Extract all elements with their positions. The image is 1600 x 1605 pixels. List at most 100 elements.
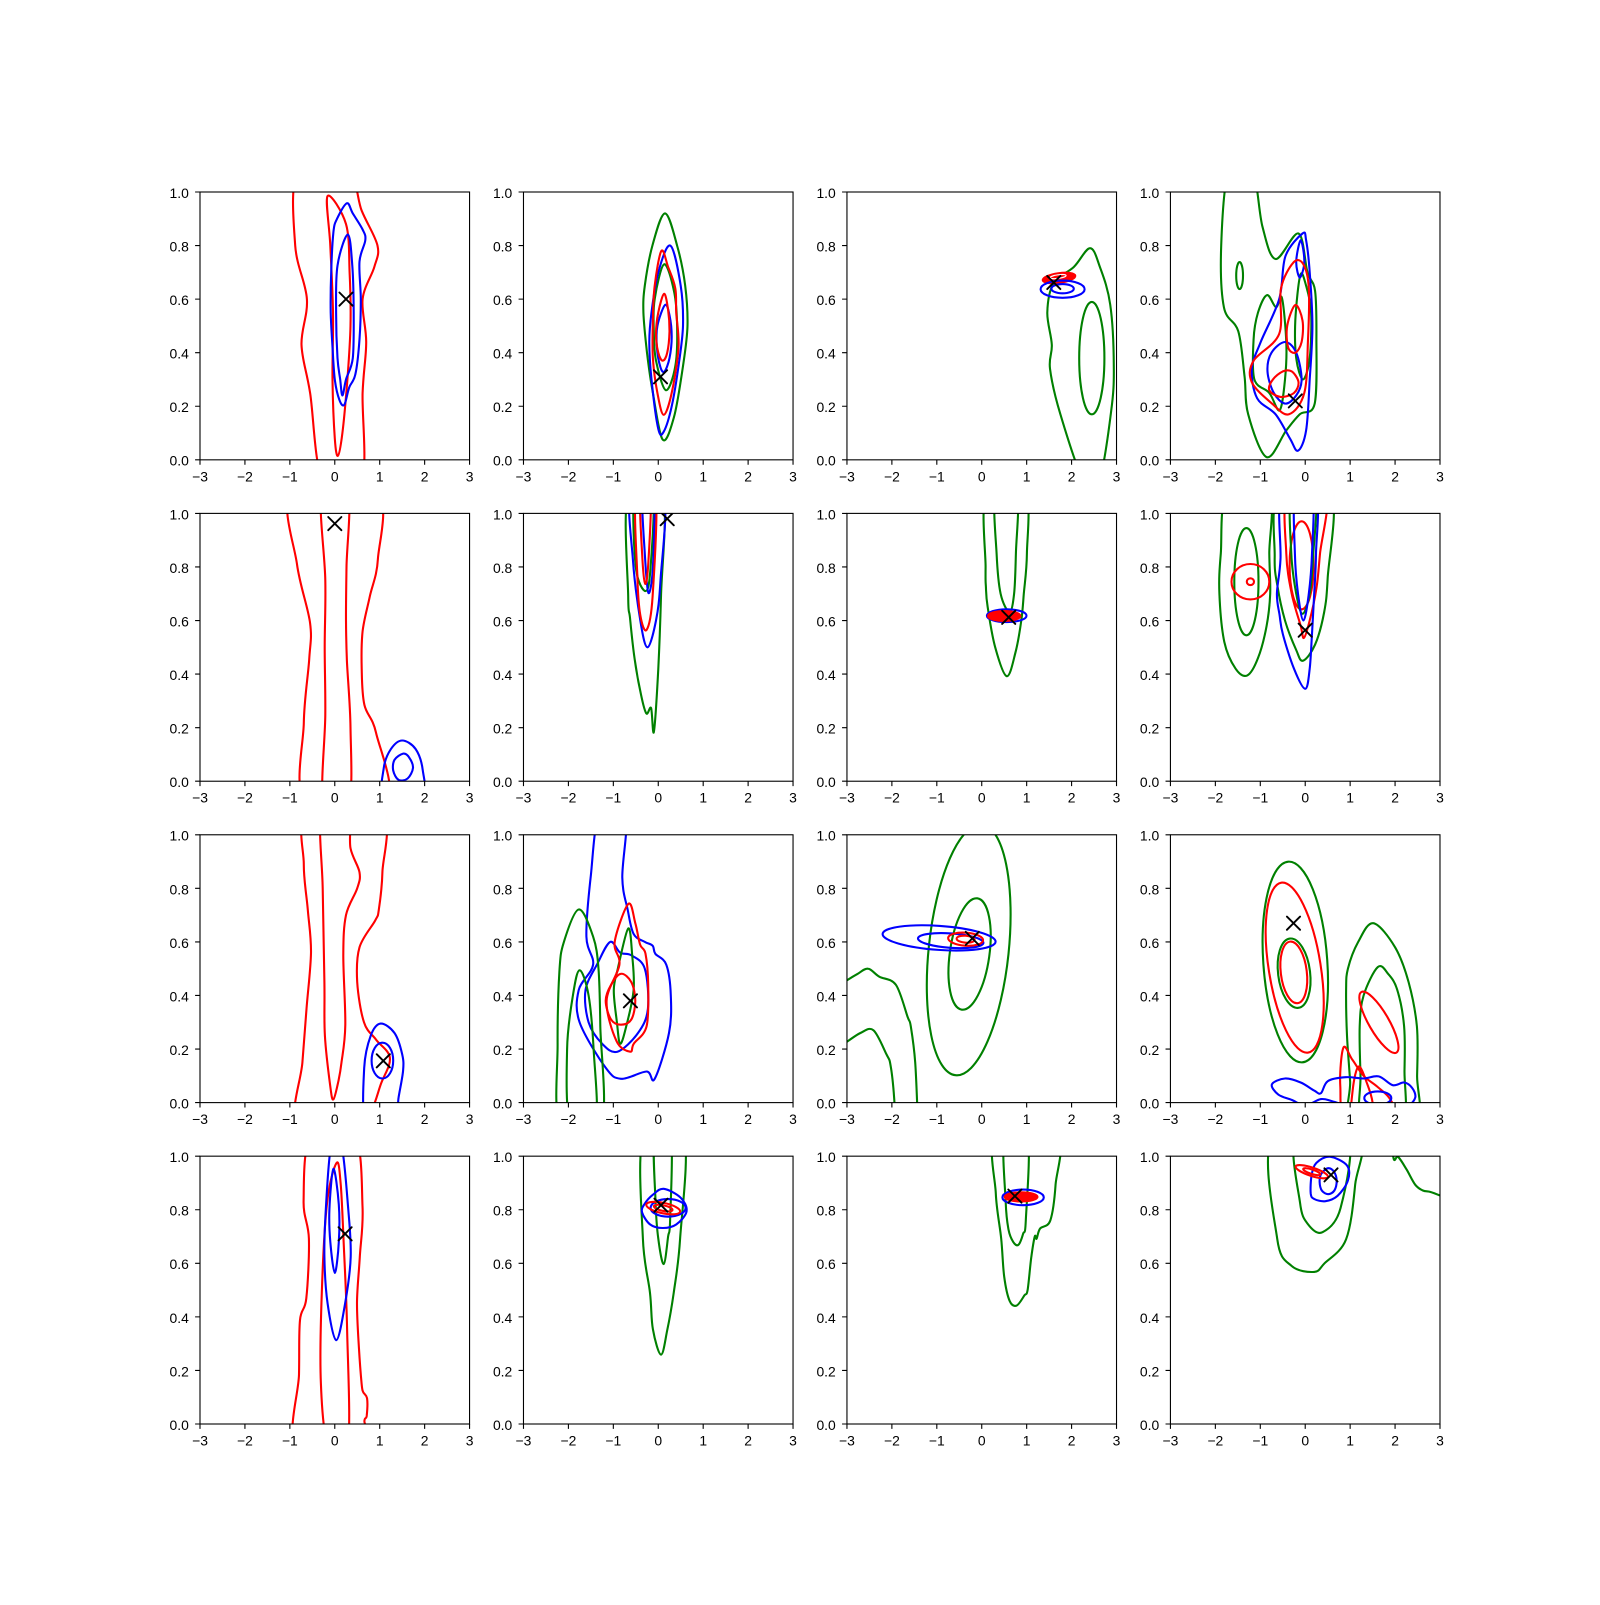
svg-text:2: 2 [421, 1433, 429, 1449]
svg-text:0.4: 0.4 [816, 667, 836, 683]
svg-text:1.0: 1.0 [1140, 828, 1160, 844]
svg-text:0.2: 0.2 [1140, 399, 1160, 415]
svg-text:−3: −3 [1163, 790, 1179, 806]
svg-text:0.4: 0.4 [169, 667, 189, 683]
svg-text:0: 0 [654, 1111, 662, 1127]
svg-text:−1: −1 [1252, 468, 1268, 484]
svg-text:0.4: 0.4 [1140, 667, 1160, 683]
svg-text:0.2: 0.2 [169, 399, 189, 415]
svg-text:−2: −2 [1207, 468, 1223, 484]
svg-text:3: 3 [789, 1433, 797, 1449]
svg-text:0.8: 0.8 [816, 238, 836, 254]
svg-text:3: 3 [1436, 1111, 1444, 1127]
svg-text:1.0: 1.0 [1140, 185, 1160, 201]
svg-text:3: 3 [1113, 790, 1121, 806]
svg-text:−2: −2 [237, 1433, 253, 1449]
svg-text:2: 2 [744, 468, 752, 484]
svg-text:0.4: 0.4 [493, 1310, 513, 1326]
svg-text:0.0: 0.0 [816, 453, 836, 469]
svg-text:1.0: 1.0 [1140, 506, 1160, 522]
svg-text:0.4: 0.4 [816, 1310, 836, 1326]
svg-text:0.8: 0.8 [1140, 881, 1160, 897]
svg-text:0: 0 [978, 790, 986, 806]
svg-text:0.2: 0.2 [1140, 721, 1160, 737]
svg-text:0: 0 [1301, 790, 1309, 806]
svg-text:0.0: 0.0 [1140, 774, 1160, 790]
svg-text:0.4: 0.4 [493, 988, 513, 1004]
svg-text:−2: −2 [237, 1111, 253, 1127]
svg-text:1: 1 [1346, 1433, 1354, 1449]
svg-text:−2: −2 [560, 1111, 576, 1127]
svg-text:0.6: 0.6 [169, 292, 189, 308]
svg-text:0: 0 [1301, 468, 1309, 484]
svg-text:1.0: 1.0 [169, 185, 189, 201]
svg-text:1: 1 [1346, 790, 1354, 806]
svg-text:0.0: 0.0 [169, 1417, 189, 1433]
svg-text:0.6: 0.6 [169, 935, 189, 951]
svg-text:0.2: 0.2 [816, 399, 836, 415]
svg-text:0.8: 0.8 [169, 1203, 189, 1219]
svg-text:1: 1 [1023, 790, 1031, 806]
svg-text:3: 3 [789, 790, 797, 806]
svg-text:−3: −3 [516, 468, 532, 484]
svg-text:−1: −1 [282, 468, 298, 484]
svg-text:0.0: 0.0 [493, 774, 513, 790]
svg-text:−2: −2 [237, 468, 253, 484]
svg-text:3: 3 [1436, 468, 1444, 484]
svg-text:1: 1 [376, 468, 384, 484]
svg-text:−2: −2 [884, 1111, 900, 1127]
svg-text:1.0: 1.0 [493, 1149, 513, 1165]
svg-text:0.0: 0.0 [816, 1096, 836, 1112]
svg-text:0.0: 0.0 [1140, 453, 1160, 469]
svg-text:0.0: 0.0 [816, 774, 836, 790]
svg-text:0.0: 0.0 [169, 774, 189, 790]
svg-text:2: 2 [1068, 1433, 1076, 1449]
svg-text:0.2: 0.2 [493, 721, 513, 737]
svg-text:0: 0 [654, 1433, 662, 1449]
svg-text:0: 0 [331, 790, 339, 806]
svg-text:0: 0 [331, 1111, 339, 1127]
svg-text:2: 2 [1068, 1111, 1076, 1127]
svg-text:−2: −2 [884, 790, 900, 806]
svg-text:0: 0 [1301, 1111, 1309, 1127]
svg-text:0.4: 0.4 [493, 667, 513, 683]
svg-text:0.4: 0.4 [816, 346, 836, 362]
svg-text:1.0: 1.0 [493, 828, 513, 844]
svg-text:0.2: 0.2 [816, 721, 836, 737]
svg-text:1: 1 [1023, 468, 1031, 484]
svg-text:1.0: 1.0 [169, 506, 189, 522]
svg-text:0.2: 0.2 [816, 1363, 836, 1379]
svg-text:−2: −2 [884, 468, 900, 484]
svg-text:0.6: 0.6 [816, 292, 836, 308]
svg-text:1.0: 1.0 [816, 1149, 836, 1165]
svg-text:0.2: 0.2 [169, 721, 189, 737]
svg-text:3: 3 [789, 468, 797, 484]
svg-text:0.0: 0.0 [493, 1096, 513, 1112]
svg-text:1.0: 1.0 [816, 185, 836, 201]
svg-text:3: 3 [466, 468, 474, 484]
svg-text:0.8: 0.8 [493, 238, 513, 254]
svg-text:0.8: 0.8 [816, 1203, 836, 1219]
svg-text:1: 1 [699, 1433, 707, 1449]
svg-text:0.0: 0.0 [1140, 1096, 1160, 1112]
svg-text:−1: −1 [605, 468, 621, 484]
svg-text:3: 3 [1113, 468, 1121, 484]
svg-text:1: 1 [1023, 1111, 1031, 1127]
svg-text:0.8: 0.8 [1140, 238, 1160, 254]
svg-text:1: 1 [699, 1111, 707, 1127]
svg-text:2: 2 [421, 468, 429, 484]
svg-text:0.6: 0.6 [816, 1256, 836, 1272]
svg-text:−1: −1 [1252, 790, 1268, 806]
svg-text:0.8: 0.8 [1140, 560, 1160, 576]
svg-text:1.0: 1.0 [493, 185, 513, 201]
svg-text:1: 1 [1346, 468, 1354, 484]
svg-text:2: 2 [1068, 468, 1076, 484]
svg-text:0.4: 0.4 [1140, 988, 1160, 1004]
svg-text:0.6: 0.6 [1140, 292, 1160, 308]
svg-text:0: 0 [978, 1111, 986, 1127]
svg-text:−2: −2 [560, 1433, 576, 1449]
svg-text:0.4: 0.4 [169, 346, 189, 362]
svg-text:1: 1 [376, 1433, 384, 1449]
svg-text:0.8: 0.8 [816, 560, 836, 576]
svg-text:1.0: 1.0 [816, 828, 836, 844]
